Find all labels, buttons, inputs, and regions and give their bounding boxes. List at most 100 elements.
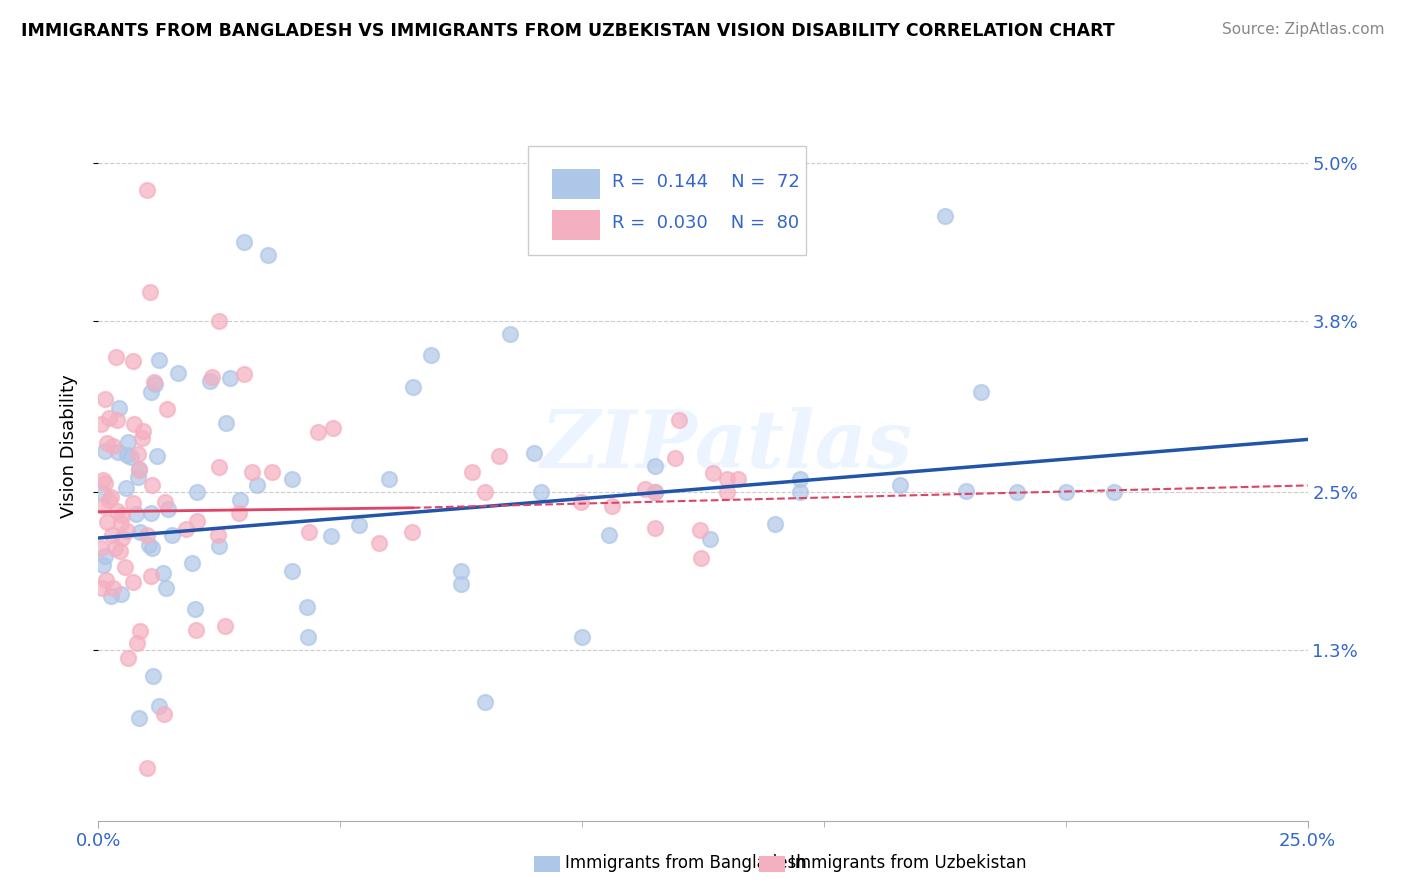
Point (138, 538, 160, 552)
Point (141, 478, 163, 492)
Point (96, 574, 118, 588)
Text: R =  0.144    N =  72: R = 0.144 N = 72 (613, 173, 800, 191)
Point (100, 490, 122, 504)
Point (1054, 485, 1077, 500)
Point (240, 465, 263, 479)
Point (1102, 485, 1125, 500)
Point (125, 508, 148, 522)
Point (474, 695, 496, 709)
Text: Immigrants from Uzbekistan: Immigrants from Uzbekistan (790, 855, 1026, 872)
Bar (551, 210, 600, 240)
Point (132, 425, 155, 439)
Point (208, 539, 231, 553)
Text: Source: ZipAtlas.com: Source: ZipAtlas.com (1222, 22, 1385, 37)
Point (131, 431, 153, 445)
Point (571, 630, 593, 644)
Point (135, 761, 157, 775)
Point (297, 630, 319, 644)
Point (107, 445, 129, 459)
Point (117, 434, 139, 449)
Point (143, 377, 166, 392)
Point (232, 367, 254, 381)
Point (727, 472, 749, 486)
Point (699, 533, 721, 547)
Point (297, 600, 319, 615)
Point (98, 493, 121, 508)
Point (789, 485, 811, 500)
Point (91, 474, 114, 488)
Point (94, 476, 117, 491)
Point (260, 466, 283, 480)
Point (321, 529, 343, 543)
Point (349, 518, 371, 533)
Point (153, 495, 176, 509)
Point (153, 707, 176, 722)
Point (702, 467, 724, 481)
Point (215, 416, 238, 430)
Point (100, 528, 122, 542)
Point (155, 401, 177, 416)
Point (644, 458, 666, 473)
Point (488, 449, 510, 463)
Point (96, 515, 118, 529)
Point (634, 482, 657, 496)
Point (139, 384, 162, 399)
Point (200, 370, 222, 384)
Point (208, 314, 231, 328)
Point (122, 496, 145, 510)
Point (93, 487, 115, 501)
Point (970, 385, 993, 400)
Point (232, 235, 254, 250)
Point (110, 516, 132, 530)
Point (184, 623, 207, 637)
Point (186, 485, 208, 500)
Point (763, 517, 786, 532)
Point (128, 711, 150, 725)
Point (228, 506, 250, 520)
Point (141, 541, 163, 556)
Point (180, 557, 202, 571)
Y-axis label: Vision Disability: Vision Disability (59, 374, 77, 518)
Point (644, 520, 666, 534)
Point (668, 413, 690, 427)
Point (94, 549, 117, 563)
Point (93, 392, 115, 406)
Point (141, 569, 163, 583)
Point (110, 587, 132, 601)
Point (127, 447, 149, 461)
Point (125, 636, 148, 650)
Point (186, 515, 208, 529)
Point (129, 525, 152, 540)
Point (117, 651, 139, 665)
Point (108, 401, 131, 416)
Point (122, 574, 145, 589)
Point (208, 459, 231, 474)
Point (889, 478, 911, 492)
Point (955, 484, 977, 499)
Point (105, 413, 128, 427)
Point (401, 525, 423, 540)
Point (419, 348, 441, 362)
Point (474, 485, 496, 500)
Point (450, 577, 472, 591)
Point (135, 183, 157, 197)
Point (90, 541, 112, 555)
Point (115, 449, 138, 463)
Point (156, 501, 179, 516)
Point (115, 524, 138, 538)
Point (139, 285, 162, 300)
Point (183, 602, 205, 616)
Point (122, 417, 145, 431)
Point (207, 528, 229, 542)
Text: R =  0.030    N =  80: R = 0.030 N = 80 (613, 214, 800, 233)
Point (108, 543, 131, 558)
Point (367, 536, 389, 550)
Point (214, 619, 236, 633)
Text: Immigrants from Bangladesh: Immigrants from Bangladesh (565, 855, 807, 872)
Point (122, 354, 145, 368)
Point (219, 371, 242, 385)
Point (127, 470, 149, 484)
Point (716, 472, 738, 486)
Point (246, 478, 269, 492)
Point (523, 445, 546, 459)
